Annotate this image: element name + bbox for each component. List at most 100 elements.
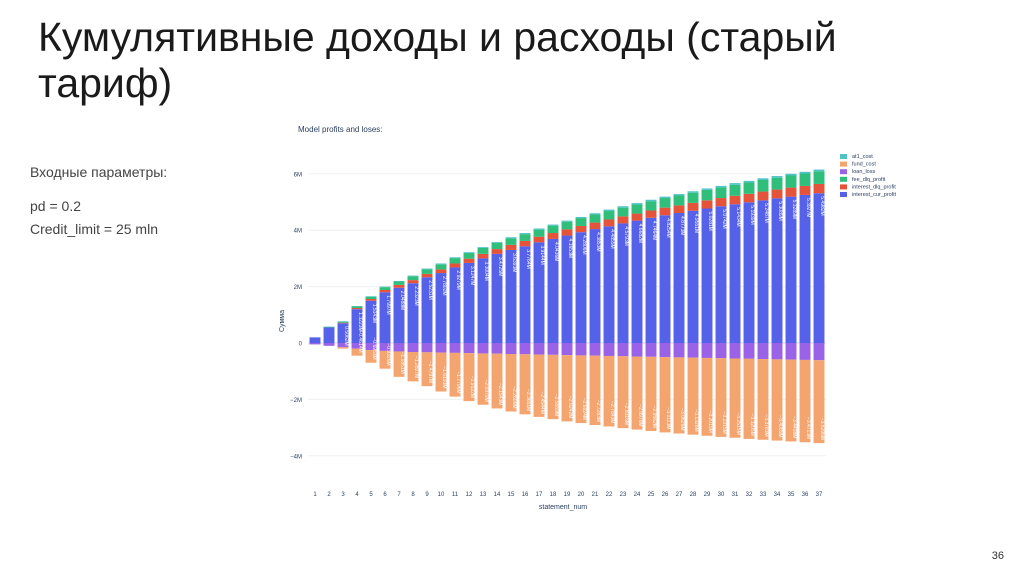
- x-tick-label: 3: [341, 492, 345, 498]
- data-label-negative: −2.0379M: [483, 379, 489, 401]
- legend-label-fund_cost[interactable]: fund_cost: [852, 162, 876, 168]
- chart-title: Model profits and loses:: [298, 125, 383, 134]
- x-tick-label: 16: [522, 492, 529, 498]
- data-label-positive: 2.5231M: [427, 280, 433, 299]
- bar-loan_loss: [729, 343, 741, 359]
- x-tick-label: 4: [355, 492, 359, 498]
- bar-interest_cur_profit: [659, 215, 671, 343]
- data-label-positive: 3.4725M: [497, 257, 503, 276]
- data-label-positive: 0.5062M: [343, 326, 349, 345]
- bar-fund_cost: [785, 359, 797, 442]
- bar-interest_dlq_profit: [645, 210, 657, 218]
- data-label-negative: −3.4408M: [791, 416, 797, 438]
- bar-fee_dlq_profit: [589, 214, 601, 223]
- bar-fund_cost: [365, 350, 377, 363]
- data-label-negative: −3.0626M: [679, 408, 685, 430]
- bar-interest_cur_profit: [561, 235, 573, 343]
- y-axis-label: Сумма: [279, 310, 286, 332]
- bar-at1_cost: [799, 171, 811, 174]
- data-label-negative: −1.2827M: [413, 356, 419, 378]
- legend-label-interest_cur_profit[interactable]: interest_cur_profit: [852, 192, 896, 198]
- bar-fee_dlq_profit: [687, 192, 699, 203]
- bar-interest_cur_profit: [785, 196, 797, 343]
- bar-interest_cur_profit: [477, 258, 489, 343]
- param-pd: pd = 0.2: [30, 198, 81, 214]
- bar-at1_cost: [785, 173, 797, 176]
- bar-fund_cost: [547, 354, 559, 420]
- data-label-positive: 4.4855M: [609, 229, 615, 248]
- x-tick-label: 7: [397, 492, 401, 498]
- bar-at1_cost: [631, 203, 643, 205]
- bar-fee_dlq_profit: [715, 187, 727, 199]
- bar-interest_dlq_profit: [365, 299, 377, 301]
- x-tick-label: 24: [634, 492, 641, 498]
- data-label-negative: −2.2606M: [511, 386, 517, 408]
- bar-interest_dlq_profit: [785, 187, 797, 197]
- bar-at1_cost: [351, 306, 363, 307]
- legend-label-at1_cost[interactable]: at1_cost: [852, 154, 873, 160]
- data-label-negative: −3.2315M: [721, 412, 727, 434]
- data-label-positive: 4.2806M: [581, 235, 587, 254]
- bar-loan_loss: [449, 343, 461, 353]
- bar-at1_cost: [393, 280, 405, 282]
- data-label-positive: 4.9551M: [693, 214, 699, 233]
- x-tick-label: 2: [327, 492, 331, 498]
- bar-interest_cur_profit: [379, 292, 391, 343]
- bar-interest_cur_profit: [715, 206, 727, 343]
- bar-at1_cost: [547, 224, 559, 226]
- bar-interest_dlq_profit: [673, 205, 685, 213]
- data-label-negative: −1.9122M: [469, 376, 475, 398]
- bar-interest_cur_profit: [407, 283, 419, 343]
- data-label-positive: 4.1653M: [567, 239, 573, 258]
- bar-loan_loss: [631, 343, 643, 357]
- bar-interest_dlq_profit: [589, 222, 601, 230]
- bar-at1_cost: [729, 183, 741, 185]
- legend-label-fee_dlq_profit[interactable]: fee_dlq_profit: [852, 177, 886, 183]
- legend-swatch-interest_cur_profit: [840, 192, 847, 197]
- legend-label-loan_loss[interactable]: loan_loss: [852, 169, 875, 175]
- bar-fee_dlq_profit: [757, 180, 769, 192]
- bar-interest_dlq_profit: [701, 200, 713, 209]
- bar-fee_dlq_profit: [701, 189, 713, 201]
- bar-interest_cur_profit: [309, 337, 321, 343]
- bar-interest_dlq_profit: [617, 216, 629, 224]
- bar-interest_dlq_profit: [687, 202, 699, 211]
- data-label-positive: 4.0436M: [553, 242, 559, 261]
- data-label-negative: −3.4085M: [777, 415, 783, 437]
- bar-at1_cost: [533, 228, 545, 230]
- bar-fee_dlq_profit: [631, 204, 643, 214]
- bar-loan_loss: [771, 343, 783, 360]
- x-tick-label: 1: [313, 492, 317, 498]
- bar-fee_dlq_profit: [393, 281, 405, 285]
- bar-interest_dlq_profit: [743, 193, 755, 203]
- bar-loan_loss: [799, 343, 811, 360]
- data-label-negative: −1.4797M: [427, 361, 433, 383]
- data-label-negative: −3.5295M: [819, 418, 825, 440]
- bar-at1_cost: [617, 206, 629, 208]
- bar-fund_cost: [491, 353, 503, 409]
- data-label-negative: −1.7796M: [455, 371, 461, 393]
- param-credit-limit: Credit_limit = 25 mln: [30, 221, 158, 237]
- bar-at1_cost: [771, 176, 783, 178]
- bar-fund_cost: [799, 359, 811, 443]
- y-axis-ticks: −4M −2M 0 2M 4M 6M: [290, 172, 303, 460]
- bar-fee_dlq_profit: [463, 253, 475, 259]
- bar-at1_cost: [449, 257, 461, 259]
- legend-label-interest_dlq_profit[interactable]: interest_dlq_profit: [852, 184, 896, 190]
- bar-loan_loss: [421, 343, 433, 353]
- bar-interest_dlq_profit: [449, 263, 461, 268]
- bar-at1_cost: [757, 178, 769, 181]
- bar-loan_loss: [659, 343, 671, 358]
- data-label-positive: 4.5793M: [623, 226, 629, 245]
- bar-fund_cost: [813, 360, 825, 444]
- bar-interest_dlq_profit: [715, 198, 727, 207]
- bar-loan_loss: [617, 343, 629, 357]
- data-label-negative: −3.1326M: [693, 409, 699, 431]
- data-label-negative: −3.2015M: [707, 410, 713, 432]
- bar-interest_cur_profit: [743, 202, 755, 343]
- bar-loan_loss: [603, 343, 615, 356]
- bar-interest_cur_profit: [645, 217, 657, 343]
- bar-fund_cost: [393, 351, 405, 377]
